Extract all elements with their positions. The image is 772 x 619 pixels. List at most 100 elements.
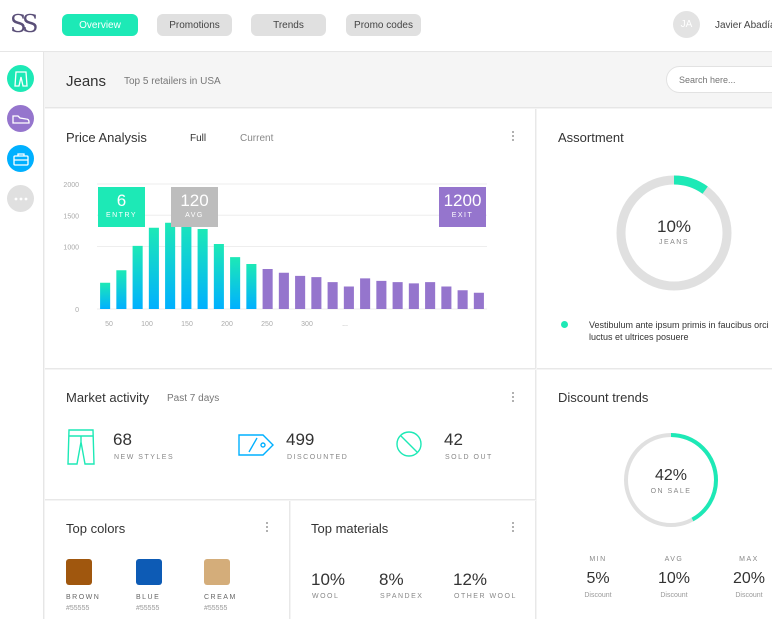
legend-text-line-2: luctus et ultrices posuere [589,332,689,342]
y-tick-label: 1000 [63,245,79,252]
avatar[interactable]: JA [673,11,700,38]
bar[interactable] [116,270,127,309]
material-spandex-label: SPANDEX [380,593,424,600]
material-spandex-value: 8% [379,570,404,589]
assortment-donut [616,175,732,291]
bar[interactable] [343,286,354,310]
discount-percent: 42% [654,467,688,484]
discount-avg-label: AVG [664,556,684,563]
bar[interactable] [197,229,208,309]
discount-avg-sub: Discount [660,592,688,599]
discount-min-sub: Discount [584,592,612,599]
bar[interactable] [230,257,241,309]
pants-icon[interactable] [7,65,34,92]
bar[interactable] [360,278,371,309]
tab-promo-codes[interactable]: Promo codes [346,14,421,36]
discount-trends-title: Discount trends [558,390,649,405]
exit-label: EXIT [451,212,474,219]
bar[interactable] [441,286,452,310]
material-wool-value: 10% [311,570,346,589]
x-tick-label: 200 [221,321,233,328]
entry-value: 6 [116,191,127,210]
bar[interactable] [181,217,192,309]
swatch-blue-code: #55555 [136,605,160,612]
discount-max-value: 20% [732,570,766,587]
assortment-arc [616,175,732,291]
bar[interactable] [165,222,176,309]
more-options-icon[interactable] [509,390,517,404]
bar[interactable] [213,244,224,309]
swatch-brown[interactable] [66,559,92,585]
more-options-icon[interactable] [509,520,517,534]
bar[interactable] [473,292,484,309]
bag-icon[interactable] [7,145,34,172]
shoe-icon[interactable] [7,105,34,132]
discounted-label: DISCOUNTED [287,454,349,461]
bar[interactable] [132,245,143,309]
tab-overview[interactable]: Overview [62,14,138,36]
x-tick-label: ... [342,321,348,328]
assortment-title: Assortment [558,130,624,145]
swatch-blue[interactable] [136,559,162,585]
market-activity-title: Market activity [66,390,150,405]
more-options-icon[interactable] [509,129,517,143]
tab-promotions[interactable]: Promotions [157,14,232,36]
more-options-icon[interactable] [263,520,271,534]
sold-out-value: 42 [444,430,463,449]
bar[interactable] [457,290,468,309]
discount-arc [624,433,718,527]
swatch-cream-name: CREAM [204,594,237,601]
y-tick-label: 0 [75,307,79,314]
more-icon[interactable] [7,185,34,212]
material-wool-label: WOOL [312,593,340,600]
entry-label: ENTRY [105,212,138,219]
bar[interactable] [376,280,387,309]
bar[interactable] [100,282,111,309]
market-activity-card: Market activity Past 7 days 68 NEW STYLE… [45,370,536,500]
assortment-card: Assortment 10% JEANS Vestibulum ante ips… [537,109,772,369]
page-title: Jeans [66,73,107,90]
price-analysis-card: Price Analysis Full Current 2000 1500 1000… [45,109,536,369]
discount-donut [624,433,718,527]
bar[interactable] [278,272,289,309]
discount-min-label: MIN [589,556,607,563]
material-other-wool-label: OTHER WOOL [454,593,517,600]
discounted-value: 499 [286,430,315,449]
tab-full[interactable]: Full [190,133,207,144]
user-name[interactable]: Javier Abadía [715,20,772,31]
bar[interactable] [246,264,257,309]
bar[interactable] [408,283,419,309]
bar[interactable] [392,282,403,309]
market-activity-subtitle: Past 7 days [167,393,220,404]
jeans-icon [67,429,95,465]
bar[interactable] [148,227,159,309]
search-input[interactable] [666,66,772,93]
bar[interactable] [262,269,273,309]
sidebar [0,52,44,619]
legend-dot [561,321,568,328]
discount-min-value: 5% [586,570,610,587]
y-tick-label: 1500 [63,213,79,220]
sold-out-icon [396,431,422,457]
app-logo[interactable]: SS [10,10,39,38]
bar[interactable] [425,282,436,309]
discount-avg-value: 10% [657,570,691,587]
page-header: Jeans Top 5 retailers in USA [45,53,772,108]
discount-max-sub: Discount [735,592,763,599]
tab-trends[interactable]: Trends [251,14,326,36]
discount-label: ON SALE [650,488,692,495]
exit-value: 1200 [443,191,482,210]
bar[interactable] [327,282,338,309]
bar[interactable] [295,275,306,309]
tab-current[interactable]: Current [240,133,274,144]
x-tick-label: 150 [181,321,193,328]
swatch-cream[interactable] [204,559,230,585]
bar[interactable] [311,277,322,309]
price-tag-icon [238,434,274,456]
avg-label: AVG [185,212,204,219]
top-bar: SS Overview Promotions Trends Promo code… [0,0,772,52]
x-tick-label: 250 [261,321,273,328]
sold-out-label: SOLD OUT [445,454,493,461]
y-tick-label: 2000 [63,182,79,189]
material-other-wool-value: 12% [453,570,488,589]
